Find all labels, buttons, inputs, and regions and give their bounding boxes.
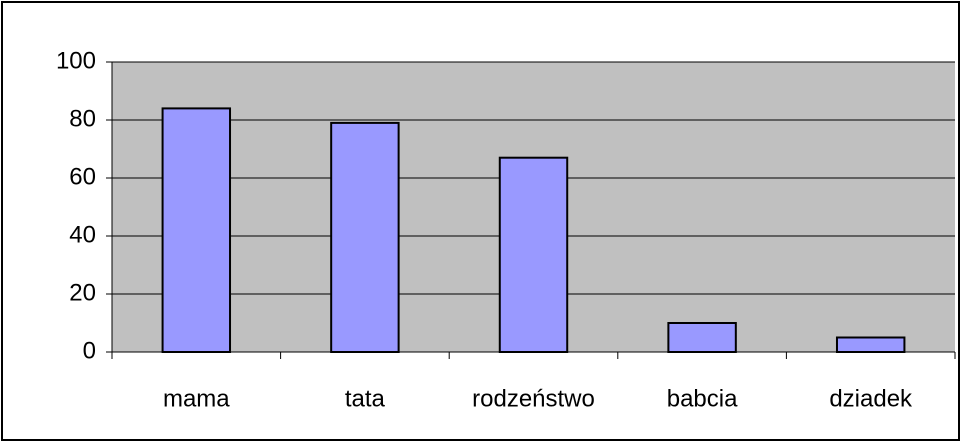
x-tick-label: dziadek: [829, 385, 913, 412]
bar: [498, 156, 569, 353]
x-tick-label: rodzeństwo: [472, 385, 595, 412]
bar: [835, 336, 906, 353]
bar: [330, 121, 400, 354]
x-tick-label: babcia: [667, 385, 738, 412]
y-tick-label: 100: [56, 47, 96, 74]
y-tick-label: 80: [69, 105, 96, 132]
x-tick-label: tata: [345, 385, 386, 412]
bar: [667, 322, 737, 353]
bar: [161, 107, 232, 354]
y-tick-label: 40: [69, 221, 96, 248]
y-tick-label: 60: [69, 163, 96, 190]
x-tick-label: mama: [163, 385, 230, 412]
y-tick-label: 20: [69, 279, 96, 306]
y-tick-label: 0: [83, 337, 96, 364]
